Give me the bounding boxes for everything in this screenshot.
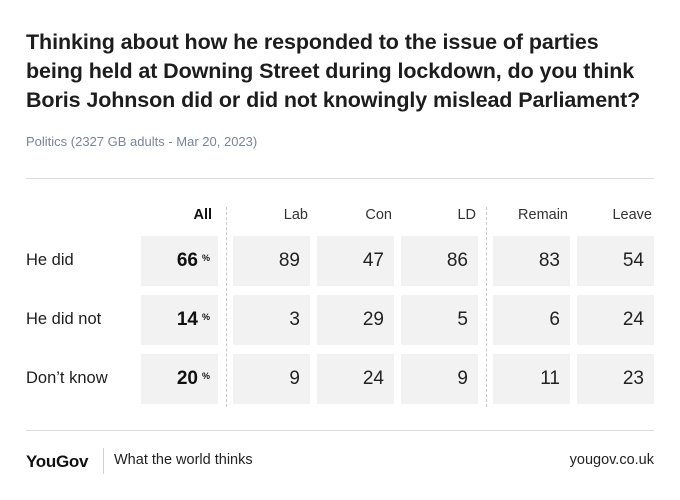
table-cell: 86 (401, 236, 478, 286)
cell-value: 14 (176, 309, 198, 330)
cell-value: 47 (362, 250, 384, 271)
percent-sign: % (201, 371, 210, 381)
row-label: He did (26, 251, 74, 269)
cell-value: 24 (362, 368, 384, 389)
table-cell: 14% (141, 295, 218, 345)
cell-value: 9 (289, 368, 300, 389)
table-cell: 47 (317, 236, 394, 286)
cell-value: 83 (538, 250, 560, 271)
table-cell: 6 (493, 295, 570, 345)
table-cell: 20% (141, 354, 218, 404)
yougov-logo[interactable]: YouGov (26, 452, 89, 471)
column-header-leave: Leave (612, 207, 652, 223)
table-cell: 24 (577, 295, 654, 345)
row-label: He did not (26, 310, 102, 328)
footer-url-link[interactable]: yougov.co.uk (569, 452, 654, 468)
column-header-ld: LD (457, 207, 476, 223)
bottom-divider (26, 430, 654, 431)
table-cell: 3 (233, 295, 310, 345)
cell-value: 89 (278, 250, 300, 271)
column-group-divider (226, 207, 227, 407)
footer-separator (103, 448, 104, 474)
row-label: Don’t know (26, 369, 108, 387)
table-cell: 23 (577, 354, 654, 404)
cell-value: 66 (176, 250, 198, 271)
table-cell: 24 (317, 354, 394, 404)
table-cell: 83 (493, 236, 570, 286)
cell-value: 23 (622, 368, 644, 389)
percent-sign: % (201, 312, 210, 322)
cell-value: 54 (622, 250, 644, 271)
cell-value: 29 (362, 309, 384, 330)
table-cell: 9 (401, 354, 478, 404)
cell-value: 5 (457, 309, 468, 330)
table-cell: 29 (317, 295, 394, 345)
percent-sign: % (201, 253, 210, 263)
column-header-remain: Remain (518, 207, 568, 223)
cell-value: 86 (446, 250, 468, 271)
chart-title: Thinking about how he responded to the i… (26, 30, 641, 112)
top-divider (26, 178, 654, 179)
column-header-all: All (193, 207, 212, 223)
table-cell: 89 (233, 236, 310, 286)
cell-value: 24 (622, 309, 644, 330)
column-group-divider (486, 207, 487, 407)
cell-value: 20 (176, 368, 198, 389)
cell-value: 11 (540, 368, 560, 389)
chart-subtitle: Politics (2327 GB adults - Mar 20, 2023) (26, 134, 258, 149)
table-cell: 9 (233, 354, 310, 404)
table-cell: 5 (401, 295, 478, 345)
column-header-con: Con (365, 207, 392, 223)
table-cell: 11 (493, 354, 570, 404)
table-cell: 66% (141, 236, 218, 286)
cell-value: 6 (549, 309, 560, 330)
column-header-lab: Lab (283, 207, 308, 223)
cell-value: 3 (289, 309, 300, 330)
footer-tagline: What the world thinks (114, 452, 253, 468)
cell-value: 9 (457, 368, 468, 389)
table-cell: 54 (577, 236, 654, 286)
